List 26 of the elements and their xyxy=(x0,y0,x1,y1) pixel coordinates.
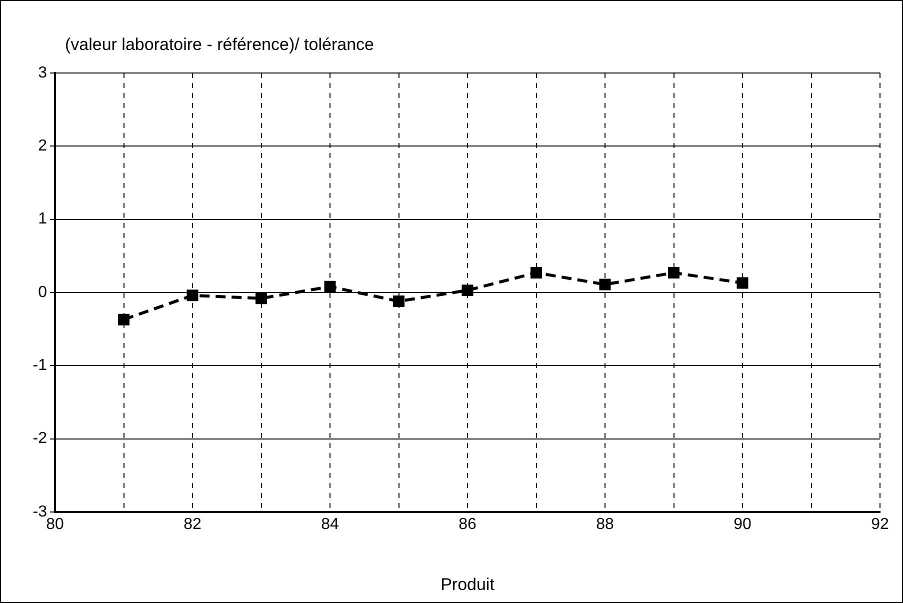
x-tick-label: 82 xyxy=(184,516,202,534)
y-tick-label: -2 xyxy=(32,430,48,448)
point xyxy=(256,292,267,304)
x-tick-label: 92 xyxy=(871,516,889,534)
point xyxy=(530,267,542,278)
x-tick-label: 86 xyxy=(458,516,476,534)
y-tick-label: 1 xyxy=(38,210,48,228)
x-tick-label: 88 xyxy=(596,516,614,534)
point xyxy=(118,314,130,326)
x-tick-label: 90 xyxy=(734,516,752,534)
y-tick-label: -1 xyxy=(32,357,48,374)
point xyxy=(462,284,474,296)
point xyxy=(668,267,680,278)
y-tick-label: 2 xyxy=(38,138,48,155)
point xyxy=(736,277,748,289)
x-tick-label: 84 xyxy=(321,516,339,534)
point xyxy=(186,290,198,302)
x-axis-title: Produit xyxy=(440,575,495,594)
x-tick-label: 80 xyxy=(46,516,64,534)
point xyxy=(324,280,336,292)
y-tick-label: 3 xyxy=(38,64,48,82)
point xyxy=(599,278,611,290)
y-tick-label: 0 xyxy=(38,284,48,301)
point xyxy=(393,296,404,308)
y-tick-label: -3 xyxy=(32,503,48,520)
y-axis-title: (valeur laboratoire - référence)/ tolérance xyxy=(65,35,374,54)
